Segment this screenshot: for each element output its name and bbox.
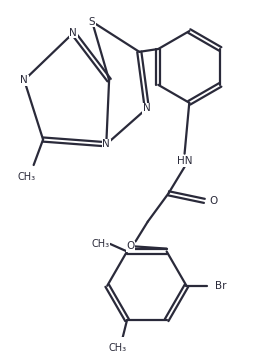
Text: N: N [69, 28, 77, 38]
Text: N: N [20, 75, 28, 85]
Text: O: O [209, 196, 217, 206]
Text: HN: HN [176, 156, 192, 166]
Text: CH₃: CH₃ [108, 343, 126, 353]
Text: S: S [88, 17, 95, 27]
Text: N: N [102, 139, 110, 149]
Text: CH₃: CH₃ [91, 239, 109, 249]
Text: Br: Br [214, 281, 225, 291]
Text: CH₃: CH₃ [17, 172, 35, 182]
Text: O: O [126, 241, 134, 251]
Text: N: N [142, 103, 150, 113]
